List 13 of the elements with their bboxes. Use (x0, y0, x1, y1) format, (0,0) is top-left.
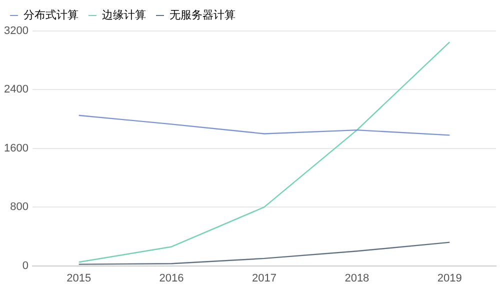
y-tick-label: 0 (22, 260, 28, 272)
x-tick-label: 2015 (66, 272, 92, 284)
y-tick-label: 1600 (4, 142, 28, 154)
legend-label: 无服务器计算 (170, 8, 236, 22)
x-tick-label: 2019 (437, 272, 462, 284)
y-tick-label: 3200 (4, 25, 28, 38)
legend-label: 分布式计算 (24, 8, 78, 22)
y-tick-label: 800 (10, 201, 28, 214)
x-tick-label: 2018 (344, 272, 370, 284)
x-tick-label: 2016 (159, 272, 184, 284)
legend-label: 边缘计算 (102, 8, 146, 22)
y-tick-label: 2400 (4, 84, 28, 96)
x-tick-label: 2017 (252, 272, 276, 284)
